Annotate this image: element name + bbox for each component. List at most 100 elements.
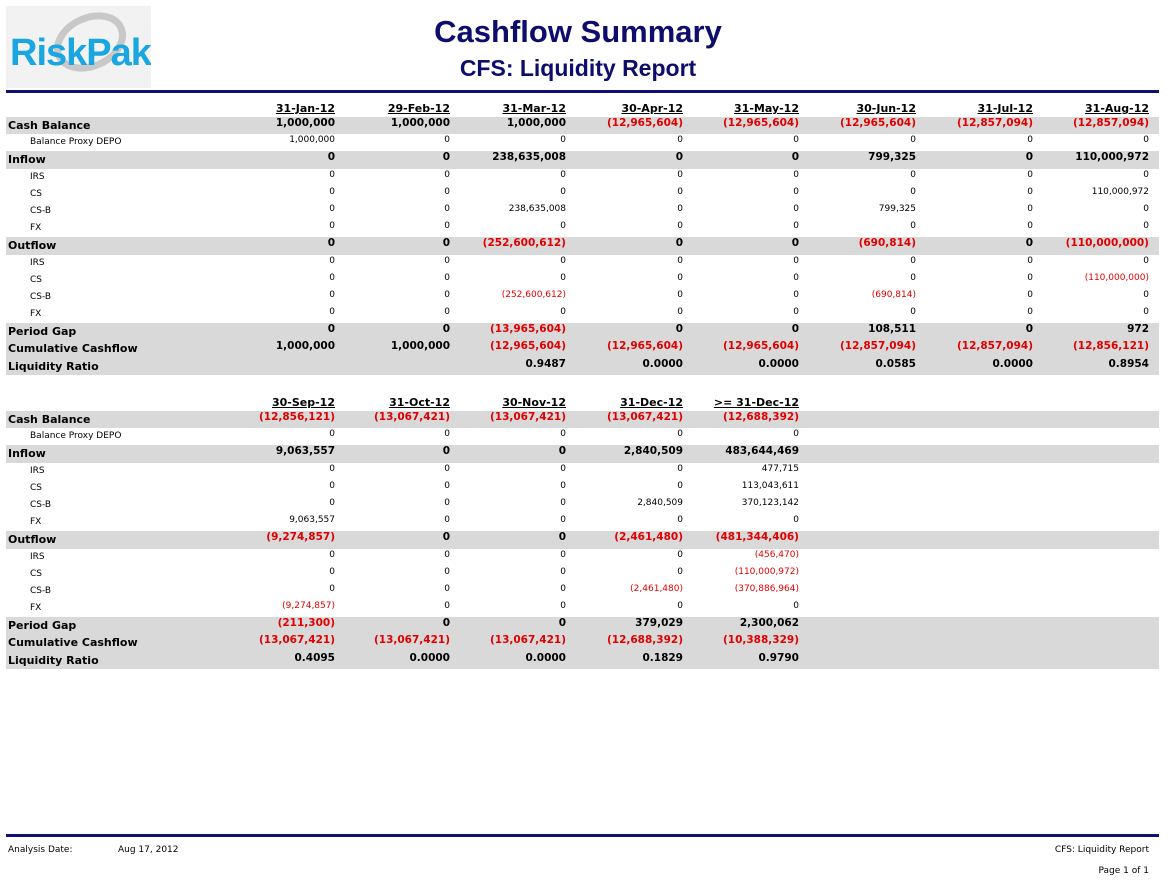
row-label: Cumulative Cashflow bbox=[8, 342, 138, 356]
table-cell: 9,063,557 bbox=[275, 445, 335, 458]
table-cell: 0 bbox=[444, 549, 450, 560]
row-label: IRS bbox=[30, 171, 45, 182]
table-row: CS-B 0 0 0 (2,461,480) (370,886,964) bbox=[6, 583, 1159, 600]
table-cell: 0 bbox=[560, 497, 566, 508]
table-cell: (13,067,421) bbox=[258, 634, 335, 647]
table-row: Cash Balance 1,000,000 1,000,000 1,000,000 (… bbox=[6, 117, 1159, 135]
table-cell: 0 bbox=[560, 463, 566, 474]
table-cell: 0 bbox=[1143, 135, 1149, 146]
row-label: Period Gap bbox=[8, 325, 77, 339]
table-cell: 0 bbox=[560, 169, 566, 180]
table-row: IRS 0 0 0 0 (456,470) bbox=[6, 549, 1159, 566]
page-title: Cashflow Summary bbox=[434, 14, 722, 49]
column-header: 30-Nov-12 bbox=[502, 396, 566, 409]
table-cell: 0 bbox=[329, 480, 335, 491]
table-cell: 1,000,000 bbox=[275, 340, 335, 353]
row-label: CS-B bbox=[30, 205, 52, 216]
table-row: Balance Proxy DEPO 1,000,000 0 0 0 0 0 0 0 bbox=[6, 134, 1159, 151]
table-cell: 0 bbox=[442, 445, 450, 458]
table-cell: 0 bbox=[1027, 272, 1033, 283]
page-number: Page 1 of 1 bbox=[1098, 866, 1150, 876]
table-cell: 379,029 bbox=[635, 617, 683, 630]
table-cell: 0 bbox=[442, 323, 450, 336]
table-cell: 238,635,008 bbox=[492, 151, 566, 164]
table-row: Inflow 0 0 238,635,008 0 0 799,325 0 110,000,972 bbox=[6, 151, 1159, 169]
table-cell: 0.4095 bbox=[294, 651, 335, 664]
table-cell: 238,635,008 bbox=[508, 203, 566, 214]
table-cell: 0 bbox=[329, 186, 335, 197]
table-cell: 0 bbox=[1025, 237, 1033, 250]
column-header-row: 30-Sep-12 31-Oct-12 30-Nov-12 31-Dec-12 >= 3… bbox=[6, 396, 1159, 411]
table-cell: (13,067,421) bbox=[489, 634, 566, 647]
table-cell: (252,600,612) bbox=[501, 289, 566, 300]
table-cell: 0 bbox=[675, 323, 683, 336]
column-header: 31-May-12 bbox=[734, 102, 799, 115]
table-cell: (10,388,329) bbox=[722, 634, 799, 647]
table-cell: (12,965,604) bbox=[722, 340, 799, 353]
table-cell: 0 bbox=[1025, 151, 1033, 164]
table-cell: 0 bbox=[793, 601, 799, 612]
row-label: CS bbox=[30, 274, 42, 285]
table-cell: 0.9487 bbox=[525, 357, 566, 370]
table-cell: (12,965,604) bbox=[489, 340, 566, 353]
table-cell: 0 bbox=[560, 272, 566, 283]
table-cell: 0 bbox=[677, 480, 683, 491]
row-label: IRS bbox=[30, 465, 45, 476]
table-cell: 483,644,469 bbox=[725, 445, 799, 458]
table-cell: 477,715 bbox=[761, 463, 799, 474]
table-cell: (12,856,121) bbox=[1072, 340, 1149, 353]
table-cell: (9,274,857) bbox=[266, 531, 335, 544]
table-cell: 0 bbox=[444, 307, 450, 318]
table-cell: 0 bbox=[444, 169, 450, 180]
table-cell: 0 bbox=[677, 289, 683, 300]
table-cell: (12,857,094) bbox=[1072, 117, 1149, 129]
table-cell: 0 bbox=[444, 272, 450, 283]
report-table-2: 30-Sep-12 31-Oct-12 30-Nov-12 31-Dec-12 >= 3… bbox=[6, 396, 1159, 669]
row-label: Outflow bbox=[8, 239, 57, 253]
table-cell: 0 bbox=[560, 186, 566, 197]
table-row: Cumulative Cashflow (13,067,421) (13,067,4… bbox=[6, 634, 1159, 652]
table-cell: 0.0000 bbox=[642, 357, 683, 370]
column-header: 31-Jan-12 bbox=[275, 102, 335, 115]
table-row: Period Gap 0 0 (13,965,604) 0 0 108,511 0 972 bbox=[6, 323, 1159, 341]
table-cell: 0.9790 bbox=[758, 651, 799, 664]
table-cell: 0 bbox=[1143, 169, 1149, 180]
table-cell: 0 bbox=[677, 221, 683, 232]
table-cell: 0 bbox=[444, 289, 450, 300]
table-cell: (9,274,857) bbox=[282, 601, 335, 612]
table-cell: 0 bbox=[1143, 221, 1149, 232]
table-cell: 799,325 bbox=[878, 203, 916, 214]
column-header: 31-Dec-12 bbox=[620, 396, 683, 409]
table-row: Liquidity Ratio 0.9487 0.0000 0.0000 0.0585 0… bbox=[6, 357, 1159, 375]
table-cell: 0 bbox=[444, 203, 450, 214]
table-cell: 0 bbox=[910, 169, 916, 180]
row-label: Liquidity Ratio bbox=[8, 359, 99, 373]
table-row: CS 0 0 0 0 0 0 0 (110,000,000) bbox=[6, 272, 1159, 289]
table-cell: 0 bbox=[793, 307, 799, 318]
table-cell: 1,000,000 bbox=[390, 117, 450, 129]
row-label: CS-B bbox=[30, 499, 52, 510]
table-cell: 0 bbox=[558, 445, 566, 458]
table-cell: (13,067,421) bbox=[489, 411, 566, 423]
table-cell: 0 bbox=[910, 307, 916, 318]
table-cell: 0 bbox=[791, 323, 799, 336]
table-cell: 0 bbox=[560, 566, 566, 577]
row-label: FX bbox=[30, 603, 42, 614]
table-cell: 0 bbox=[1143, 203, 1149, 214]
table-cell: 0 bbox=[1143, 289, 1149, 300]
table-cell: 0 bbox=[1027, 169, 1033, 180]
row-label: FX bbox=[30, 309, 42, 320]
table-cell: 0.0000 bbox=[525, 651, 566, 664]
table-cell: 0 bbox=[444, 135, 450, 146]
table-cell: 0 bbox=[329, 255, 335, 266]
table-cell: 0 bbox=[793, 221, 799, 232]
table-cell: 0 bbox=[560, 583, 566, 594]
table-cell: 0 bbox=[677, 549, 683, 560]
table-cell: 0 bbox=[329, 583, 335, 594]
table-row: Cash Balance (12,856,121) (13,067,421) (13,… bbox=[6, 411, 1159, 429]
row-label: CS bbox=[30, 188, 42, 199]
table-cell: 0.0000 bbox=[409, 651, 450, 664]
row-label: Cash Balance bbox=[8, 119, 91, 132]
table-cell: 0 bbox=[791, 237, 799, 250]
column-header-row: 31-Jan-12 29-Feb-12 31-Mar-12 30-Apr-12 31-M… bbox=[6, 102, 1159, 117]
